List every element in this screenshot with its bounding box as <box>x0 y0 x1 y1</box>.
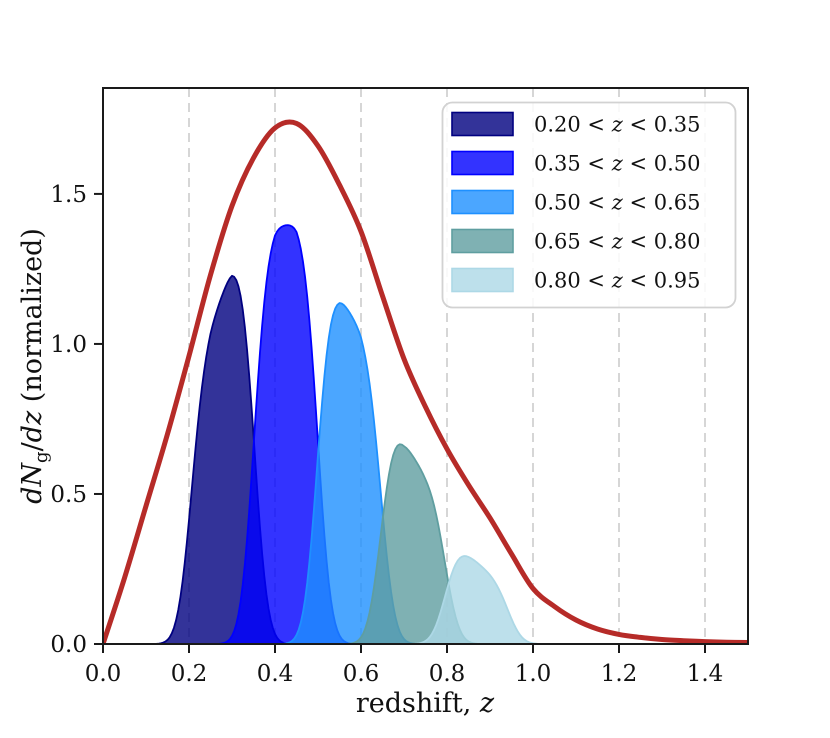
plot-frame <box>102 87 749 645</box>
legend-entry-label: 0.65 < z < 0.80 <box>534 230 701 254</box>
legend-entry-label: 0.80 < z < 0.95 <box>534 269 701 293</box>
legend-entry-label: 0.50 < z < 0.65 <box>534 191 701 215</box>
ticks-group <box>94 192 706 653</box>
legend-swatch <box>451 189 514 215</box>
total-dndz-curve <box>103 119 748 644</box>
axes-frame-group <box>102 87 749 645</box>
x-tick-label: 1.4 <box>687 661 724 687</box>
legend-entry-label: 0.20 < z < 0.35 <box>534 113 701 137</box>
tick-labels-group: 0.0 0.2 0.4 0.6 0.8 1.0 1.2 1.4 0.0 0.5 1.0 1.5 <box>50 182 723 687</box>
x-tick-label: 0.2 <box>171 661 208 687</box>
legend-swatch <box>451 150 514 176</box>
legend-entry-label: 0.35 < z < 0.50 <box>534 152 701 176</box>
legend-swatch <box>451 228 514 254</box>
x-tick-label: 0.8 <box>429 661 466 687</box>
axis-labels-group: redshift, z dNg/dz (normalized) <box>17 228 495 719</box>
legend-swatch <box>451 111 514 137</box>
x-tick-label: 0.0 <box>85 661 122 687</box>
legend-box <box>441 101 737 309</box>
y-tick-label: 1.0 <box>50 332 87 358</box>
total-curve-group <box>103 119 748 644</box>
legend: 0.20 < z < 0.35 0.35 < z < 0.50 0.50 < z <… <box>441 101 737 309</box>
y-axis-label: dNg/dz (normalized) <box>17 228 52 504</box>
legend-swatch <box>451 267 514 293</box>
x-tick-label: 1.0 <box>515 661 552 687</box>
x-axis-label: redshift, z <box>356 688 495 719</box>
x-tick-label: 0.4 <box>257 661 294 687</box>
x-tick-label: 1.2 <box>601 661 638 687</box>
y-tick-label: 0.5 <box>50 482 87 508</box>
y-tick-label: 1.5 <box>50 182 87 208</box>
y-tick-label: 0.0 <box>50 632 87 658</box>
x-tick-label: 0.6 <box>343 661 380 687</box>
